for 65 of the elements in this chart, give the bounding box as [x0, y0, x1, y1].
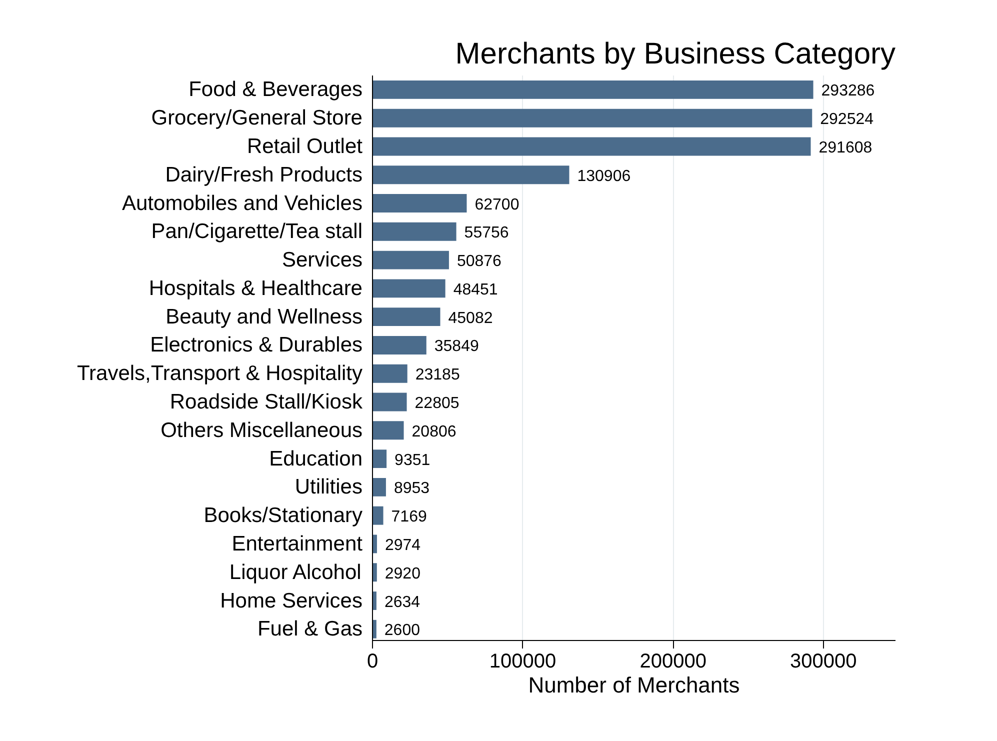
data-label: 2920	[384, 565, 421, 582]
data-label: 2600	[384, 622, 420, 640]
bar	[372, 364, 408, 383]
data-label: 293286	[821, 82, 875, 100]
y-tick-label: Grocery/General Store	[151, 106, 363, 130]
y-tick-label: Beauty and Wellness	[166, 305, 363, 328]
y-tick-label: Others Miscellaneous	[160, 418, 362, 442]
bar	[372, 563, 377, 582]
bar	[372, 222, 456, 241]
data-label: 2974	[384, 536, 421, 554]
data-label: 130906	[577, 168, 631, 185]
data-label: 48451	[453, 281, 498, 298]
bar	[372, 194, 467, 212]
data-label: 35849	[434, 338, 479, 356]
bar	[372, 534, 377, 554]
y-tick-label: Electronics & Durables	[150, 334, 362, 357]
data-label: 62700	[474, 196, 520, 214]
bar	[372, 478, 386, 496]
chart-title: Merchants by Business Category	[455, 38, 896, 70]
bar	[372, 392, 407, 412]
y-tick-label: Utilities	[294, 476, 363, 499]
y-tick-label: Education	[269, 447, 363, 470]
x-tick-label: 0	[366, 650, 378, 672]
y-tick-label: Fuel & Gas	[257, 618, 363, 641]
data-label: 55756	[464, 224, 509, 242]
data-label: 9351	[394, 452, 430, 469]
data-label: 50876	[456, 253, 502, 270]
y-tick-label: Automobiles and Vehicles	[122, 192, 363, 215]
y-tick-label: Liquor Alcohol	[229, 560, 362, 584]
data-label: 291608	[818, 139, 872, 156]
data-label: 23185	[415, 366, 460, 384]
bar	[372, 421, 404, 440]
y-tick-label: Travels,Transport & Hospitality	[76, 362, 363, 386]
bar	[372, 166, 570, 184]
data-label: 45082	[448, 310, 493, 327]
bar	[372, 308, 440, 326]
data-label: 22805	[414, 395, 460, 412]
bar	[372, 336, 426, 354]
y-tick-label: Entertainment	[232, 532, 363, 556]
y-tick-label: Roadside Stall/Kiosk	[170, 390, 363, 414]
y-tick-label: Hospitals & Healthcare	[148, 276, 363, 300]
y-tick-label: Books/Stationary	[204, 504, 363, 528]
y-tick-label: Pan/Cigarette/Tea stall	[151, 220, 363, 244]
bar	[372, 279, 446, 298]
bar	[372, 620, 376, 638]
y-tick-label: Home Services	[220, 589, 363, 612]
y-tick-label: Dairy/Fresh Products	[165, 163, 363, 186]
bar	[372, 450, 387, 468]
data-label: 2634	[384, 594, 420, 611]
y-tick-label: Retail Outlet	[246, 134, 363, 158]
bar	[372, 250, 449, 270]
x-axis-title: Number of Merchants	[528, 672, 740, 698]
x-tick-label: 300000	[790, 650, 857, 672]
x-tick-label: 100000	[489, 650, 556, 672]
y-tick-label: Services	[282, 248, 363, 272]
bar	[372, 108, 812, 128]
bar	[372, 80, 814, 99]
bar	[372, 137, 811, 156]
data-label: 7169	[391, 508, 427, 526]
x-tick-label: 200000	[640, 650, 706, 672]
data-label: 8953	[394, 480, 430, 498]
bar	[372, 506, 384, 525]
y-tick-label: Food & Beverages	[188, 78, 362, 102]
data-label: 292524	[820, 111, 874, 128]
data-label: 20806	[412, 423, 456, 440]
